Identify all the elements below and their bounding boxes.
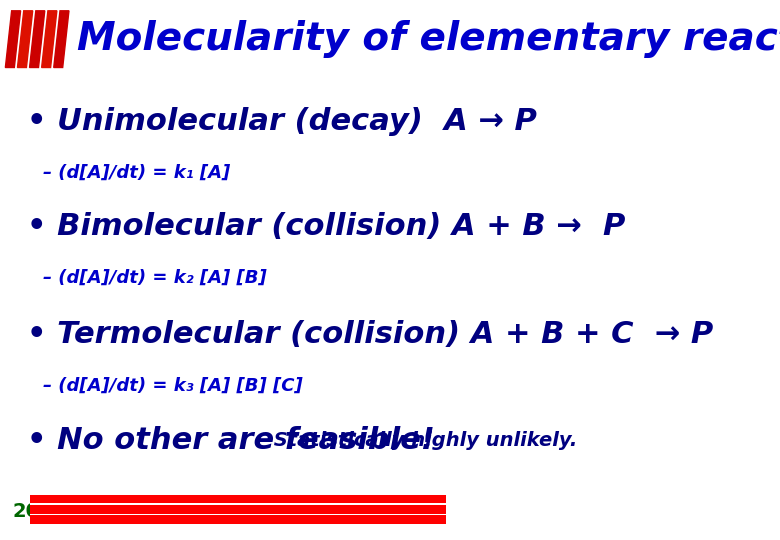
Text: • Termolecular (collision) A + B + C  → P: • Termolecular (collision) A + B + C → P: [27, 320, 713, 349]
Text: – (d[A]/dt) = k₂ [A] [B]: – (d[A]/dt) = k₂ [A] [B]: [43, 269, 266, 287]
Polygon shape: [5, 11, 20, 68]
Text: 20: 20: [12, 502, 40, 522]
Text: • No other are feasible!: • No other are feasible!: [27, 426, 434, 455]
Bar: [30, 505, 445, 514]
Polygon shape: [30, 11, 44, 68]
Text: – (d[A]/dt) = k₃ [A] [B] [C]: – (d[A]/dt) = k₃ [A] [B] [C]: [43, 377, 303, 395]
Text: • Unimolecular (decay)  A → P: • Unimolecular (decay) A → P: [27, 107, 537, 136]
Polygon shape: [17, 11, 33, 68]
Bar: [30, 515, 445, 524]
Text: – (d[A]/dt) = k₁ [A]: – (d[A]/dt) = k₁ [A]: [43, 164, 230, 182]
Polygon shape: [54, 11, 69, 68]
Text: • Bimolecular (collision) A + B →  P: • Bimolecular (collision) A + B → P: [27, 212, 626, 241]
Bar: [30, 514, 445, 515]
Bar: [30, 495, 445, 503]
Bar: [30, 503, 445, 505]
Polygon shape: [41, 11, 57, 68]
Text: Molecularity of elementary reactions?: Molecularity of elementary reactions?: [77, 20, 780, 58]
Text: Statistically highly unlikely.: Statistically highly unlikely.: [267, 430, 577, 450]
